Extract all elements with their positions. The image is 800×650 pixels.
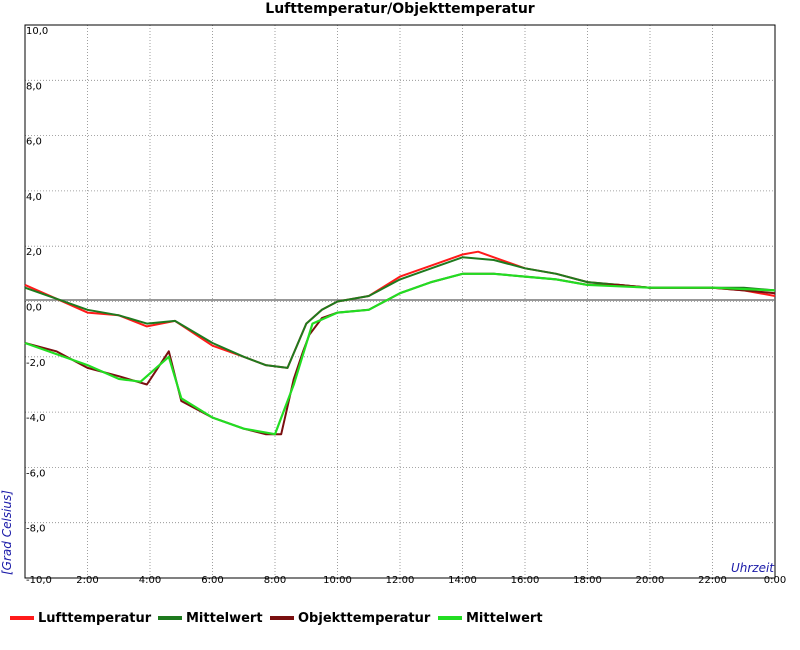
legend-swatch — [270, 616, 294, 620]
series-line-4 — [24, 272, 776, 436]
x-tick-label: 18:00 — [573, 575, 602, 586]
y-tick-label: 4,0 — [26, 192, 42, 203]
x-tick-label: 20:00 — [636, 575, 665, 586]
legend-label: Mittelwert — [186, 610, 263, 626]
chart: Lufttemperatur/Objekttemperatur 10,0 8,0 6… — [0, 1, 786, 586]
legend-item-lufttemperatur: Lufttemperatur — [10, 608, 151, 628]
x-tick-label: 10:00 — [323, 575, 352, 586]
x-axis-label: Uhrzeit — [731, 561, 775, 575]
y-tick-label: -4,0 — [26, 413, 46, 424]
series-line-2 — [24, 256, 776, 369]
x-tick-label: 8:00 — [264, 575, 286, 586]
legend-item-mittelwert-2: Mittelwert — [438, 608, 543, 628]
series-line-3 — [24, 272, 776, 436]
y-axis-label: [Grad Celsius] — [0, 490, 14, 575]
x-tick-label: 2:00 — [76, 575, 98, 586]
x-tick-label: 0:00 — [764, 575, 786, 586]
chart-title: Lufttemperatur/Objekttemperatur — [265, 1, 535, 17]
y-tick-label: 2,0 — [26, 247, 42, 258]
y-tick-label: 10,0 — [26, 26, 48, 37]
legend-item-mittelwert-1: Mittelwert — [158, 608, 263, 628]
grid — [25, 25, 775, 578]
series-line-1 — [24, 250, 776, 369]
x-tick-label: 4:00 — [139, 575, 161, 586]
x-tick-labels: 2:00 4:00 6:00 8:00 10:00 12:00 14:00 16:00 18:0… — [76, 575, 786, 586]
y-tick-label: 6,0 — [26, 137, 42, 148]
y-tick-labels: 10,0 8,0 6,0 4,0 2,0 0,0 -2,0 -4,0 -6,0 -8,0 -10,0 — [26, 26, 52, 586]
y-tick-label: 8,0 — [26, 81, 42, 92]
x-tick-label: 16:00 — [511, 575, 540, 586]
x-tick-label: 14:00 — [448, 575, 477, 586]
x-tick-label: 22:00 — [698, 575, 727, 586]
x-tick-label: 6:00 — [201, 575, 223, 586]
legend-label: Mittelwert — [466, 610, 543, 626]
y-tick-label: -6,0 — [26, 468, 46, 479]
legend-swatch — [438, 616, 462, 620]
legend-label: Lufttemperatur — [38, 610, 152, 626]
legend-label: Objekttemperatur — [298, 610, 431, 626]
series-lines — [24, 250, 776, 436]
y-tick-label: -8,0 — [26, 524, 46, 535]
legend-swatch — [158, 616, 182, 620]
x-tick-label: 12:00 — [386, 575, 415, 586]
legend-swatch — [10, 616, 34, 620]
plot-frame — [24, 24, 776, 579]
y-tick-label: -10,0 — [26, 575, 52, 586]
y-tick-label: 0,0 — [26, 303, 42, 314]
y-tick-label: -2,0 — [26, 358, 46, 369]
legend-item-objekttemperatur: Objekttemperatur — [270, 608, 430, 628]
